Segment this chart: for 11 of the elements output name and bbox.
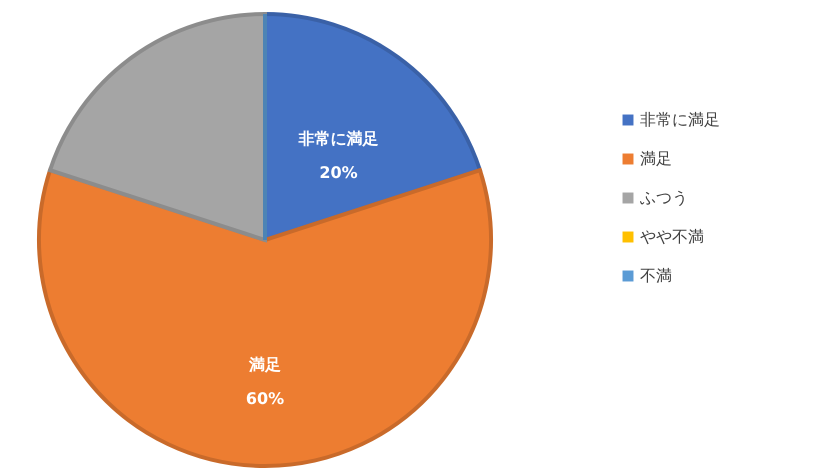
slice-label: 非常に満足 [297,128,378,148]
data-label: 20% [319,162,358,182]
legend-label: やや不満 [640,227,704,246]
legend-label: ふつう [639,188,688,207]
legend-label: 満足 [640,149,672,168]
legend-label: 不満 [640,266,672,285]
pie-slice [48,12,267,242]
slice-label: 満足 [248,355,281,374]
pie-slice [37,168,493,468]
data-label: 60% [246,389,284,408]
legend-label: 非常に満足 [640,110,720,129]
